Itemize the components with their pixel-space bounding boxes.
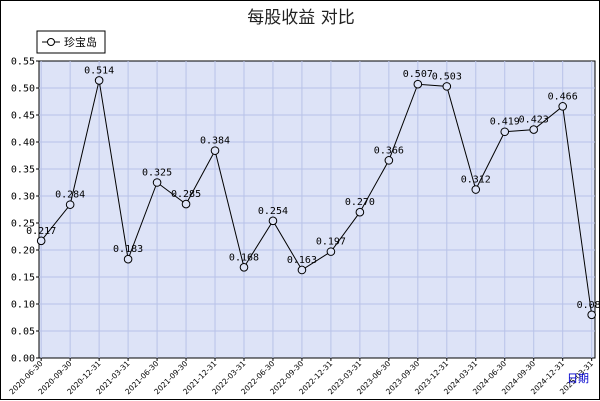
legend: 珍宝岛	[36, 30, 106, 54]
data-label: 0.507	[403, 69, 433, 80]
data-label: 0.080	[577, 300, 600, 311]
y-tick-label: 0.30	[11, 192, 35, 203]
y-tick-label: 0.00	[11, 354, 35, 365]
data-label: 0.503	[432, 71, 462, 82]
data-point	[413, 79, 423, 89]
data-point	[181, 199, 191, 209]
data-label: 0.466	[548, 91, 578, 102]
data-point	[442, 82, 452, 91]
data-point	[65, 200, 75, 209]
y-axis: 0.00 0.05 0.10 0.15 0.20 0.25 0.30 0.35 0.40 0.45…	[11, 57, 39, 365]
series-line-group	[36, 76, 596, 320]
data-label: 0.284	[55, 190, 85, 201]
data-label: 0.514	[84, 65, 114, 76]
data-point	[94, 76, 104, 85]
data-point	[326, 247, 336, 256]
legend-marker-swatch	[47, 38, 55, 46]
data-point	[384, 156, 394, 165]
data-point	[529, 125, 539, 134]
data-point	[123, 254, 133, 264]
data-point	[297, 265, 307, 275]
data-label: 0.325	[142, 168, 172, 179]
chart-title: 每股收益 对比	[247, 8, 354, 28]
data-point	[471, 185, 481, 194]
grid-lines	[39, 61, 595, 358]
data-label: 0.285	[171, 189, 201, 200]
data-label: 0.270	[345, 197, 375, 208]
y-tick-label: 0.40	[11, 138, 35, 149]
data-label: 0.312	[461, 175, 491, 186]
data-label: 0.197	[316, 237, 346, 248]
data-label: 0.366	[374, 145, 404, 156]
legend-entry-label: 珍宝岛	[64, 35, 97, 49]
data-label: 0.168	[229, 252, 259, 263]
data-point	[500, 127, 510, 137]
data-label: 0.254	[258, 206, 288, 217]
data-point	[152, 178, 162, 187]
series-line	[40, 80, 593, 315]
y-tick-label: 0.20	[11, 246, 35, 257]
y-tick-label: 0.05	[11, 327, 35, 338]
data-label: 0.163	[287, 255, 317, 266]
plot-area	[38, 60, 596, 359]
data-point	[268, 216, 278, 226]
data-label: 0.423	[519, 115, 549, 126]
data-point	[587, 310, 596, 320]
x-axis: 2020-06-302020-09-302020-12-312021-03-31…	[7, 358, 595, 396]
data-point	[36, 236, 46, 246]
y-tick-label: 0.55	[11, 57, 35, 68]
data-label: 0.183	[113, 244, 143, 255]
data-label: 0.384	[200, 136, 230, 147]
data-point	[239, 262, 249, 272]
data-point	[558, 102, 567, 111]
x-axis-corner-label: 日期	[567, 372, 589, 385]
data-label-group: 0.217 0.284 0.514 0.183 0.325 0.285 0.384 0.168…	[26, 65, 600, 310]
data-label: 0.217	[26, 226, 56, 237]
y-tick-label: 0.50	[11, 84, 35, 95]
data-point	[210, 146, 220, 155]
y-tick-label: 0.10	[11, 300, 35, 311]
y-tick-label: 0.45	[11, 111, 35, 122]
data-label: 0.419	[490, 117, 520, 128]
y-tick-label: 0.35	[11, 165, 35, 176]
y-tick-label: 0.25	[11, 219, 35, 230]
y-tick-label: 0.15	[11, 273, 35, 284]
legend-box	[36, 30, 106, 54]
data-point	[355, 207, 365, 217]
